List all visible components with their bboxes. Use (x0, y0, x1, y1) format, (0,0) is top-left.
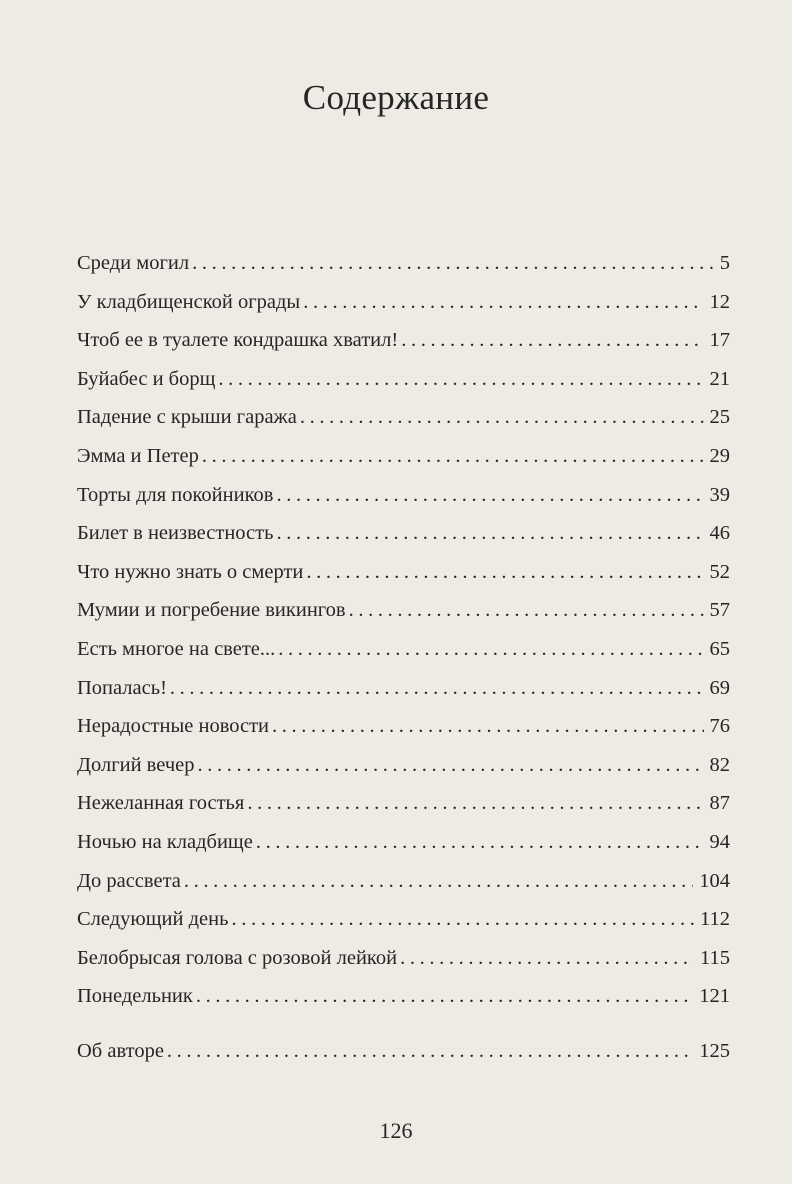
dot-leader (349, 599, 704, 622)
dot-leader (196, 985, 693, 1008)
toc-entry-title: Попалась! (77, 676, 167, 699)
toc-entry-title: Торты для покойников (77, 483, 274, 506)
toc-entry: Об авторе 125 (77, 1040, 730, 1079)
dot-leader (276, 522, 703, 545)
toc-entry: Долгий вечер 82 (77, 754, 730, 793)
toc-entry-title: Об авторе (77, 1039, 164, 1062)
dot-leader (167, 1040, 693, 1063)
toc-entry-page: 29 (709, 444, 731, 467)
dot-leader (300, 406, 704, 429)
toc-entry: До рассвета 104 (77, 870, 730, 909)
toc-entry: Попалась! 69 (77, 677, 730, 716)
toc-entry-page: 94 (709, 830, 731, 853)
toc-entry: Белобрысая голова с розовой лейкой 115 (77, 947, 730, 986)
dot-leader (170, 677, 704, 700)
toc-entry-title: Среди могил (77, 252, 190, 274)
toc-entry-page: 17 (709, 329, 731, 352)
dot-leader (303, 291, 703, 314)
toc-entry: Торты для покойников 39 (77, 484, 730, 523)
toc-entry: Понедельник 121 (77, 985, 730, 1024)
toc-entry: Чтоб ее в туалете кондрашка хватил! 17 (77, 329, 730, 368)
toc-entry-title: До рассвета (77, 869, 181, 892)
toc-entry-page: 25 (709, 406, 731, 429)
toc-entry-page: 5 (719, 252, 730, 274)
dot-leader (197, 754, 703, 777)
toc-entry: Нежеланная гостья 87 (77, 792, 730, 831)
toc-entry-title: Следующий день (77, 908, 229, 931)
toc-entry-page: 121 (699, 985, 730, 1008)
dot-leader (272, 715, 703, 738)
toc-entry: Среди могил 5 (77, 252, 730, 291)
toc-entry-title: У кладбищенской ограды (77, 290, 301, 313)
toc-entry: Мумии и погребение викингов 57 (77, 599, 730, 638)
toc-entry: Падение с крыши гаража 25 (77, 406, 730, 445)
toc-entry-title: Нежеланная гостья (77, 792, 245, 815)
toc-entry-page: 46 (709, 522, 731, 545)
toc-entry: Эмма и Петер 29 (77, 445, 730, 484)
toc-entry-page: 82 (709, 753, 731, 776)
toc-entry-title: Белобрысая голова с розовой лейкой (77, 946, 398, 969)
page-title: Содержание (302, 78, 490, 117)
toc-entry: Билет в неизвестность 46 (77, 522, 730, 561)
table-of-contents: Среди могил 5 У кладбищенской ограды 12 Чтоб… (77, 252, 730, 1078)
toc-entry-page: 52 (709, 560, 731, 583)
toc-entry-title: Чтоб ее в туалете кондрашка хватил! (77, 329, 399, 352)
toc-entry-page: 125 (699, 1039, 730, 1062)
toc-entry-page: 115 (700, 946, 730, 969)
toc-entry-page: 87 (709, 792, 731, 815)
toc-entry-title: Понедельник (77, 985, 193, 1008)
toc-entry-title: Нерадостные новости (77, 715, 270, 738)
toc-entry-page: 104 (699, 869, 730, 892)
toc-entry-title: Есть многое на свете... (77, 637, 276, 660)
toc-entry: Буйабес и борщ 21 (77, 368, 730, 407)
page-number: 126 (379, 1118, 413, 1143)
toc-entry: Ночью на кладбище 94 (77, 831, 730, 870)
toc-entry-title: Падение с крыши гаража (77, 406, 297, 429)
dot-leader (192, 252, 714, 275)
toc-entry-title: Что нужно знать о смерти (77, 560, 304, 583)
toc-entry: Нерадостные новости 76 (77, 715, 730, 754)
toc-entry: Что нужно знать о смерти 52 (77, 561, 730, 600)
dot-leader (276, 484, 703, 507)
toc-entry-page: 21 (709, 367, 731, 390)
toc-entry-page: 112 (700, 908, 730, 931)
dot-leader (278, 638, 703, 661)
toc-entry-title: Эмма и Петер (77, 444, 199, 467)
toc-entry-page: 65 (709, 637, 731, 660)
dot-leader (247, 792, 703, 815)
dot-leader (184, 870, 693, 893)
toc-entry-title: Буйабес и борщ (77, 367, 216, 390)
spacer (77, 1024, 730, 1040)
toc-entry: У кладбищенской ограды 12 (77, 291, 730, 330)
dot-leader (218, 368, 703, 391)
toc-entry: Есть многое на свете... 65 (77, 638, 730, 677)
toc-entry-title: Ночью на кладбище (77, 830, 253, 853)
dot-leader (202, 445, 704, 468)
toc-entry-title: Мумии и погребение викингов (77, 599, 346, 622)
dot-leader (400, 947, 694, 970)
dot-leader (306, 561, 703, 584)
toc-entry-page: 57 (709, 599, 731, 622)
toc-entry-page: 12 (709, 290, 731, 313)
dot-leader (401, 329, 703, 352)
toc-entry-page: 76 (709, 715, 731, 738)
toc-entry-title: Билет в неизвестность (77, 522, 274, 545)
toc-entry-title: Долгий вечер (77, 753, 195, 776)
dot-leader (231, 908, 694, 931)
toc-entry: Следующий день 112 (77, 908, 730, 947)
toc-entry-page: 69 (709, 676, 731, 699)
toc-entry-page: 39 (709, 483, 731, 506)
dot-leader (256, 831, 704, 854)
